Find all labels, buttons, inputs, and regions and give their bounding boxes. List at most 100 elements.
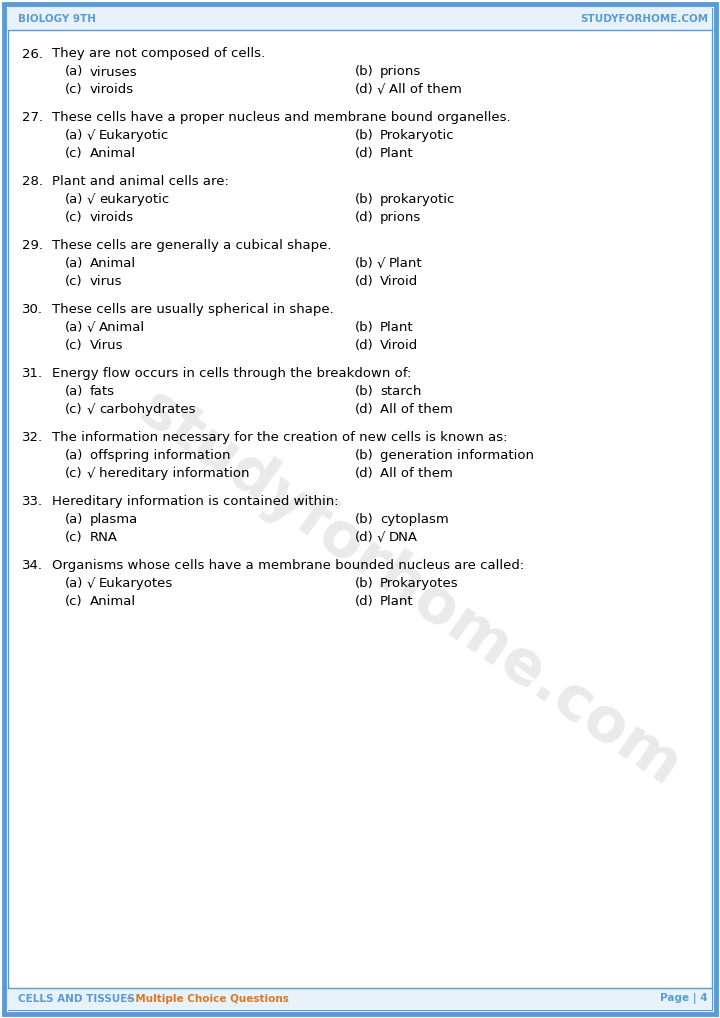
Text: (a): (a) bbox=[65, 193, 84, 207]
Text: (b): (b) bbox=[355, 258, 374, 271]
Text: (a): (a) bbox=[65, 129, 84, 143]
Text: studyforhome.com: studyforhome.com bbox=[128, 380, 692, 799]
Text: 32.: 32. bbox=[22, 432, 43, 445]
Text: √: √ bbox=[377, 531, 385, 545]
Bar bbox=[8, 8, 712, 30]
Text: 34.: 34. bbox=[22, 560, 43, 572]
Text: starch: starch bbox=[380, 386, 421, 398]
Text: (c): (c) bbox=[65, 339, 83, 352]
Text: (a): (a) bbox=[65, 450, 84, 462]
Text: prions: prions bbox=[380, 212, 421, 225]
Text: (c): (c) bbox=[65, 148, 83, 161]
Text: (b): (b) bbox=[355, 193, 374, 207]
Text: √: √ bbox=[87, 193, 96, 207]
Text: All of them: All of them bbox=[380, 403, 453, 416]
Text: (c): (c) bbox=[65, 212, 83, 225]
Text: (a): (a) bbox=[65, 258, 84, 271]
Text: Animal: Animal bbox=[90, 596, 136, 609]
Text: Plant: Plant bbox=[389, 258, 423, 271]
Bar bbox=[8, 988, 712, 1010]
Text: These cells are usually spherical in shape.: These cells are usually spherical in sha… bbox=[52, 303, 334, 317]
Text: (b): (b) bbox=[355, 322, 374, 335]
Text: (d): (d) bbox=[355, 339, 374, 352]
Text: They are not composed of cells.: They are not composed of cells. bbox=[52, 48, 265, 60]
Text: Virus: Virus bbox=[90, 339, 124, 352]
Text: (c): (c) bbox=[65, 83, 83, 97]
Text: Organisms whose cells have a membrane bounded nucleus are called:: Organisms whose cells have a membrane bo… bbox=[52, 560, 524, 572]
Text: 30.: 30. bbox=[22, 303, 43, 317]
Text: (a): (a) bbox=[65, 386, 84, 398]
Text: 28.: 28. bbox=[22, 175, 43, 188]
Text: (b): (b) bbox=[355, 386, 374, 398]
Text: plasma: plasma bbox=[90, 513, 138, 526]
Text: – Multiple Choice Questions: – Multiple Choice Questions bbox=[123, 994, 289, 1004]
Text: eukaryotic: eukaryotic bbox=[99, 193, 169, 207]
Text: √: √ bbox=[87, 129, 96, 143]
Text: Animal: Animal bbox=[99, 322, 145, 335]
Text: hereditary information: hereditary information bbox=[99, 467, 250, 480]
Text: (d): (d) bbox=[355, 403, 374, 416]
Text: (b): (b) bbox=[355, 577, 374, 590]
Text: 26.: 26. bbox=[22, 48, 43, 60]
Text: √: √ bbox=[377, 83, 385, 97]
Text: CELLS AND TISSUES: CELLS AND TISSUES bbox=[18, 994, 135, 1004]
Text: (d): (d) bbox=[355, 276, 374, 288]
Text: DNA: DNA bbox=[389, 531, 418, 545]
Text: (a): (a) bbox=[65, 513, 84, 526]
Text: BIOLOGY 9TH: BIOLOGY 9TH bbox=[18, 14, 96, 24]
Text: √: √ bbox=[87, 577, 96, 590]
Text: Prokaryotes: Prokaryotes bbox=[380, 577, 459, 590]
Text: 33.: 33. bbox=[22, 496, 43, 509]
Text: Hereditary information is contained within:: Hereditary information is contained with… bbox=[52, 496, 338, 509]
Text: (a): (a) bbox=[65, 577, 84, 590]
Text: prions: prions bbox=[380, 65, 421, 78]
Text: (c): (c) bbox=[65, 596, 83, 609]
Text: (b): (b) bbox=[355, 129, 374, 143]
Text: 31.: 31. bbox=[22, 367, 43, 381]
Text: cytoplasm: cytoplasm bbox=[380, 513, 449, 526]
Text: (d): (d) bbox=[355, 148, 374, 161]
Text: Viroid: Viroid bbox=[380, 339, 418, 352]
Text: STUDYFORHOME.COM: STUDYFORHOME.COM bbox=[580, 14, 708, 24]
Text: fats: fats bbox=[90, 386, 115, 398]
Text: All of them: All of them bbox=[380, 467, 453, 480]
Text: (c): (c) bbox=[65, 276, 83, 288]
Text: These cells have a proper nucleus and membrane bound organelles.: These cells have a proper nucleus and me… bbox=[52, 112, 510, 124]
Text: √: √ bbox=[377, 258, 385, 271]
Text: (c): (c) bbox=[65, 467, 83, 480]
Text: Animal: Animal bbox=[90, 258, 136, 271]
Text: Viroid: Viroid bbox=[380, 276, 418, 288]
Text: (c): (c) bbox=[65, 531, 83, 545]
Text: viroids: viroids bbox=[90, 212, 134, 225]
Text: viroids: viroids bbox=[90, 83, 134, 97]
Text: Eukaryotic: Eukaryotic bbox=[99, 129, 169, 143]
Text: (d): (d) bbox=[355, 467, 374, 480]
Text: (d): (d) bbox=[355, 531, 374, 545]
Text: Page | 4: Page | 4 bbox=[660, 994, 708, 1005]
Text: 29.: 29. bbox=[22, 239, 43, 252]
Text: (c): (c) bbox=[65, 403, 83, 416]
Text: generation information: generation information bbox=[380, 450, 534, 462]
Text: Plant: Plant bbox=[380, 148, 413, 161]
Text: (d): (d) bbox=[355, 212, 374, 225]
Text: (a): (a) bbox=[65, 65, 84, 78]
Text: (b): (b) bbox=[355, 513, 374, 526]
Text: viruses: viruses bbox=[90, 65, 138, 78]
Text: Eukaryotes: Eukaryotes bbox=[99, 577, 174, 590]
Text: √: √ bbox=[87, 403, 96, 416]
Text: Plant: Plant bbox=[380, 322, 413, 335]
Text: offspring information: offspring information bbox=[90, 450, 230, 462]
Text: Plant: Plant bbox=[380, 596, 413, 609]
Text: √: √ bbox=[87, 467, 96, 480]
Text: prokaryotic: prokaryotic bbox=[380, 193, 455, 207]
Text: Plant and animal cells are:: Plant and animal cells are: bbox=[52, 175, 229, 188]
Text: (d): (d) bbox=[355, 83, 374, 97]
Text: Energy flow occurs in cells through the breakdown of:: Energy flow occurs in cells through the … bbox=[52, 367, 411, 381]
Text: Animal: Animal bbox=[90, 148, 136, 161]
Text: √: √ bbox=[87, 322, 96, 335]
Text: (b): (b) bbox=[355, 65, 374, 78]
Text: The information necessary for the creation of new cells is known as:: The information necessary for the creati… bbox=[52, 432, 508, 445]
Text: (b): (b) bbox=[355, 450, 374, 462]
Text: carbohydrates: carbohydrates bbox=[99, 403, 196, 416]
Text: Prokaryotic: Prokaryotic bbox=[380, 129, 454, 143]
